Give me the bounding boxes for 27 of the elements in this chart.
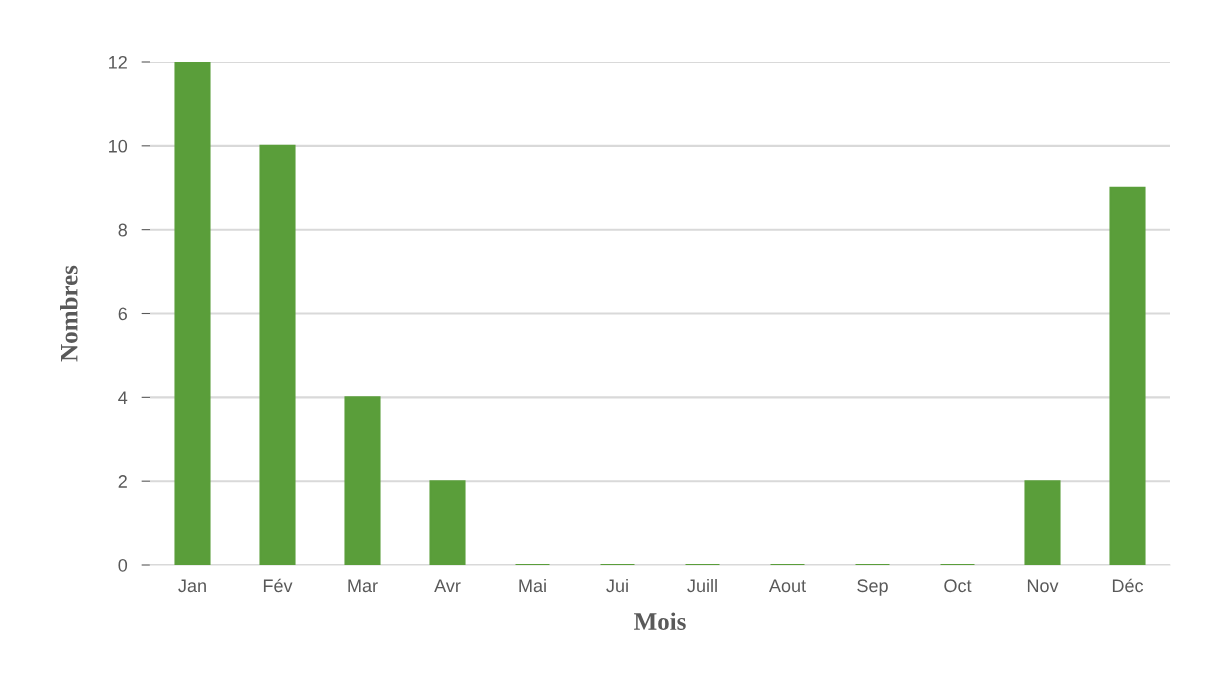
y-tick-label: 8: [118, 223, 127, 237]
x-tick-label: Jan: [178, 579, 206, 593]
y-tick-label: 12: [109, 55, 127, 69]
bar: [1024, 480, 1061, 565]
bar: [259, 144, 296, 565]
x-axis-title: Mois: [634, 612, 686, 630]
y-tick-label: 2: [118, 475, 127, 488]
y-axis-title: Nombres: [60, 265, 78, 362]
bar: [344, 396, 381, 565]
x-tick-label: Mai: [519, 578, 546, 593]
y-tick-label: 6: [118, 307, 127, 321]
x-tick-label: Nov: [1027, 579, 1059, 593]
x-tick-label: Avr: [434, 579, 461, 592]
x-tick-label: Oct: [944, 579, 972, 593]
bar: [174, 62, 211, 565]
x-tick-label: Mar: [348, 579, 378, 593]
x-tick-label: Fév: [263, 578, 293, 593]
y-tick-label: 10: [109, 139, 128, 153]
x-tick-label: Juill: [687, 578, 717, 593]
bar: [1109, 186, 1146, 565]
x-tick-label: Jui: [606, 578, 628, 593]
x-tick-label: Aout: [768, 579, 806, 593]
y-tick-label: 4: [118, 391, 128, 404]
x-tick-label: Sep: [857, 579, 888, 596]
x-tick-label: Déc: [1112, 578, 1144, 593]
bar: [429, 480, 466, 565]
y-tick-label: 0: [118, 558, 128, 572]
